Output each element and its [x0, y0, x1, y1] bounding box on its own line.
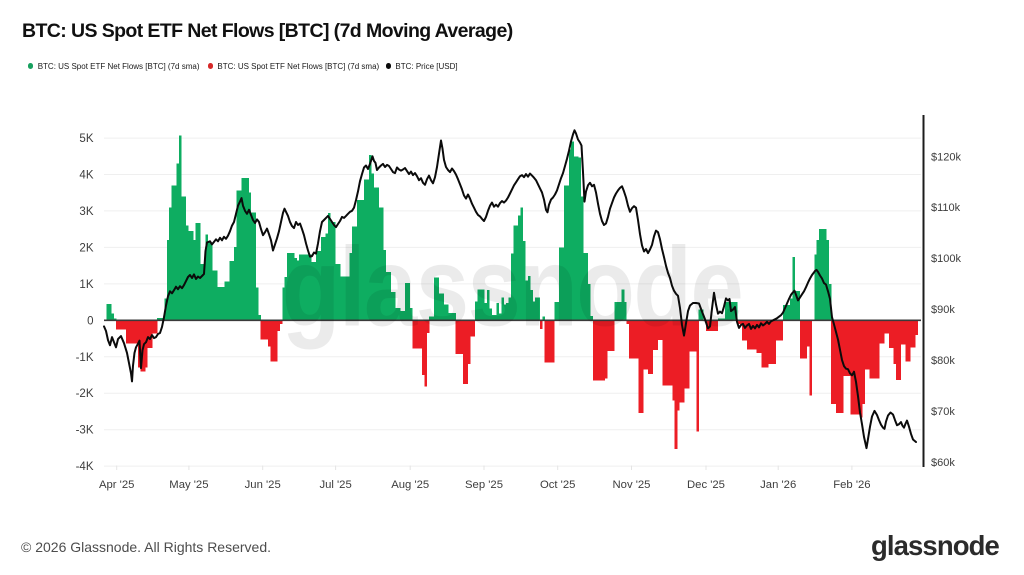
- svg-text:Dec '25: Dec '25: [687, 479, 725, 491]
- svg-text:-4K: -4K: [76, 461, 94, 473]
- svg-text:Sep '25: Sep '25: [465, 479, 503, 491]
- svg-text:Aug '25: Aug '25: [391, 479, 429, 491]
- svg-text:$60k: $60k: [931, 457, 955, 469]
- svg-text:4K: 4K: [79, 170, 93, 182]
- svg-text:3K: 3K: [79, 206, 93, 218]
- svg-text:0: 0: [87, 315, 93, 327]
- svg-text:1K: 1K: [79, 279, 93, 291]
- svg-text:2K: 2K: [79, 242, 93, 254]
- svg-text:$100k: $100k: [931, 253, 961, 265]
- svg-text:Jan '26: Jan '26: [760, 479, 796, 491]
- svg-text:-3K: -3K: [76, 425, 94, 437]
- svg-text:Feb '26: Feb '26: [833, 479, 870, 491]
- svg-text:Apr '25: Apr '25: [99, 479, 134, 491]
- svg-text:Jul '25: Jul '25: [319, 479, 351, 491]
- svg-text:$80k: $80k: [931, 355, 955, 367]
- svg-text:-2K: -2K: [76, 388, 94, 400]
- svg-text:May '25: May '25: [169, 479, 208, 491]
- svg-text:Jun '25: Jun '25: [245, 479, 281, 491]
- svg-text:-1K: -1K: [76, 352, 94, 364]
- svg-text:glassnode: glassnode: [282, 225, 742, 351]
- svg-text:Nov '25: Nov '25: [613, 479, 651, 491]
- svg-text:$120k: $120k: [931, 151, 961, 163]
- svg-text:5K: 5K: [79, 133, 93, 145]
- svg-text:$70k: $70k: [931, 406, 955, 418]
- svg-text:Oct '25: Oct '25: [540, 479, 575, 491]
- svg-text:$110k: $110k: [931, 202, 961, 214]
- svg-text:$90k: $90k: [931, 304, 955, 316]
